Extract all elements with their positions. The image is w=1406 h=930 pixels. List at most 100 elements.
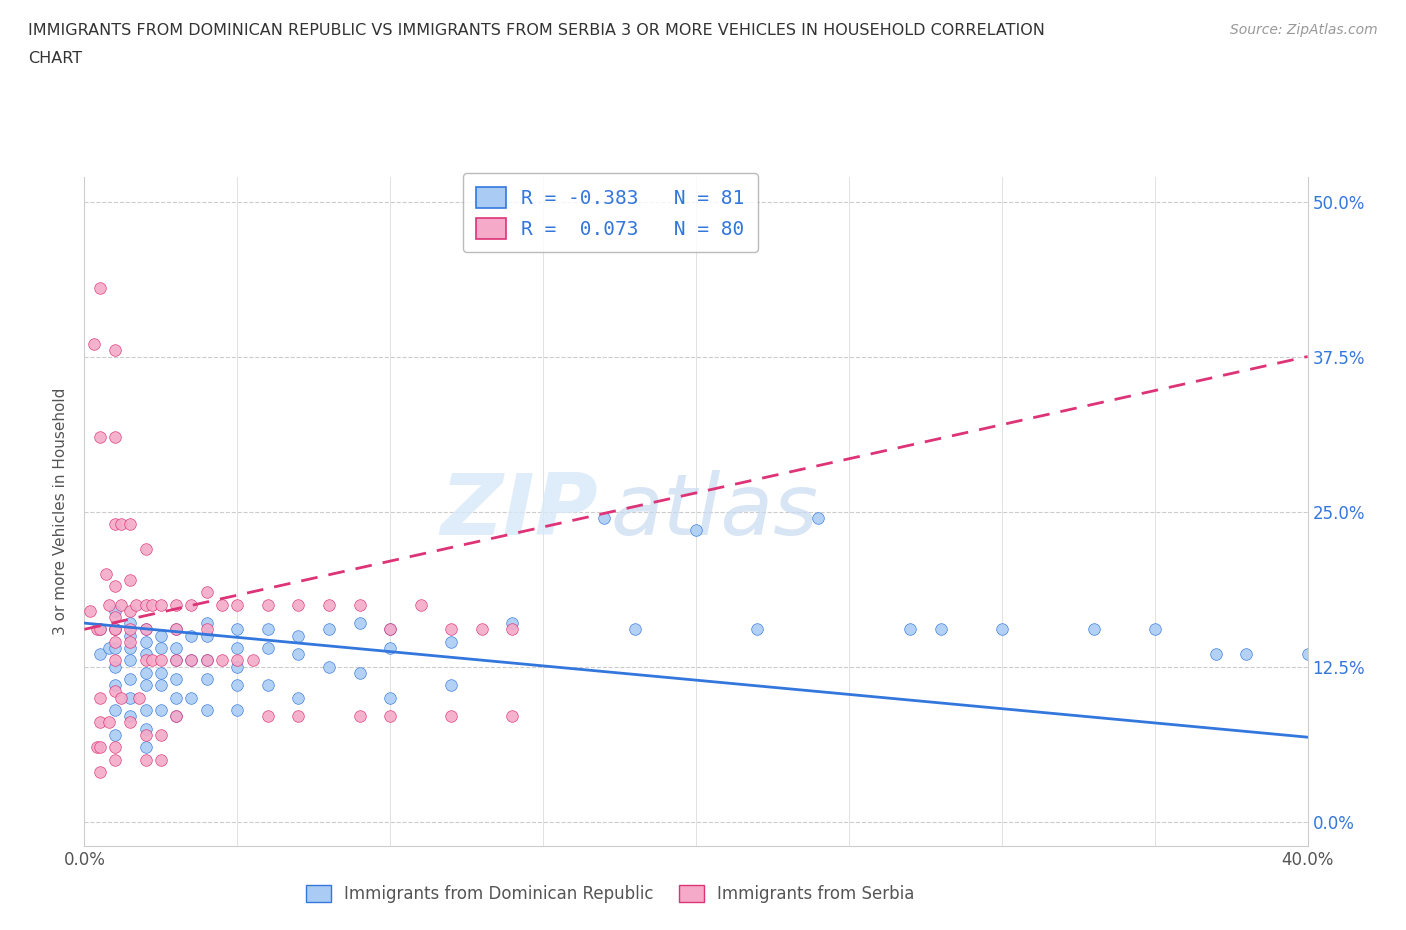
- Point: [318, 597, 340, 612]
- Point: [149, 678, 172, 693]
- Point: [120, 628, 142, 643]
- Point: [807, 511, 830, 525]
- Point: [120, 634, 142, 649]
- Point: [165, 641, 187, 656]
- Point: [195, 622, 218, 637]
- Point: [141, 653, 163, 668]
- Point: [1143, 622, 1166, 637]
- Point: [149, 641, 172, 656]
- Point: [89, 646, 111, 661]
- Point: [120, 641, 142, 656]
- Point: [141, 597, 163, 612]
- Point: [135, 678, 157, 693]
- Point: [83, 337, 105, 352]
- Point: [685, 523, 707, 538]
- Point: [195, 653, 218, 668]
- Point: [1205, 646, 1227, 661]
- Point: [898, 622, 921, 637]
- Point: [135, 739, 157, 754]
- Point: [120, 709, 142, 724]
- Point: [110, 690, 132, 705]
- Point: [97, 641, 120, 656]
- Point: [104, 659, 127, 674]
- Point: [929, 622, 952, 637]
- Point: [195, 671, 218, 686]
- Point: [349, 665, 371, 680]
- Point: [89, 430, 111, 445]
- Point: [110, 516, 132, 531]
- Point: [380, 622, 402, 637]
- Text: CHART: CHART: [28, 51, 82, 66]
- Point: [257, 678, 280, 693]
- Point: [440, 678, 463, 693]
- Legend: Immigrants from Dominican Republic, Immigrants from Serbia: Immigrants from Dominican Republic, Immi…: [298, 877, 922, 911]
- Point: [180, 597, 202, 612]
- Point: [135, 541, 157, 556]
- Point: [226, 653, 249, 668]
- Point: [165, 709, 187, 724]
- Point: [120, 690, 142, 705]
- Point: [409, 597, 432, 612]
- Point: [120, 671, 142, 686]
- Point: [89, 715, 111, 730]
- Point: [149, 727, 172, 742]
- Point: [471, 622, 494, 637]
- Point: [120, 715, 142, 730]
- Point: [991, 622, 1014, 637]
- Text: ZIP: ZIP: [440, 470, 598, 553]
- Point: [287, 646, 309, 661]
- Point: [165, 690, 187, 705]
- Point: [104, 578, 127, 593]
- Point: [149, 752, 172, 767]
- Point: [135, 653, 157, 668]
- Point: [104, 604, 127, 618]
- Point: [79, 604, 101, 618]
- Point: [86, 739, 108, 754]
- Point: [89, 281, 111, 296]
- Point: [165, 653, 187, 668]
- Point: [226, 622, 249, 637]
- Point: [104, 634, 127, 649]
- Point: [89, 764, 111, 779]
- Point: [165, 671, 187, 686]
- Point: [120, 616, 142, 631]
- Point: [180, 690, 202, 705]
- Point: [226, 678, 249, 693]
- Point: [349, 597, 371, 612]
- Point: [104, 609, 127, 624]
- Point: [110, 597, 132, 612]
- Point: [257, 709, 280, 724]
- Point: [349, 616, 371, 631]
- Point: [128, 690, 150, 705]
- Point: [242, 653, 264, 668]
- Point: [502, 709, 524, 724]
- Point: [135, 702, 157, 717]
- Point: [104, 516, 127, 531]
- Point: [165, 709, 187, 724]
- Point: [120, 516, 142, 531]
- Point: [180, 653, 202, 668]
- Point: [135, 721, 157, 736]
- Point: [195, 653, 218, 668]
- Point: [135, 622, 157, 637]
- Point: [104, 622, 127, 637]
- Point: [440, 634, 463, 649]
- Point: [165, 597, 187, 612]
- Point: [195, 702, 218, 717]
- Point: [135, 622, 157, 637]
- Point: [502, 622, 524, 637]
- Point: [1296, 646, 1319, 661]
- Point: [195, 616, 218, 631]
- Point: [318, 622, 340, 637]
- Y-axis label: 3 or more Vehicles in Household: 3 or more Vehicles in Household: [53, 388, 69, 635]
- Point: [89, 690, 111, 705]
- Point: [195, 628, 218, 643]
- Point: [149, 653, 172, 668]
- Point: [195, 585, 218, 600]
- Point: [1083, 622, 1105, 637]
- Point: [104, 702, 127, 717]
- Point: [165, 653, 187, 668]
- Point: [593, 511, 616, 525]
- Point: [89, 622, 111, 637]
- Point: [97, 715, 120, 730]
